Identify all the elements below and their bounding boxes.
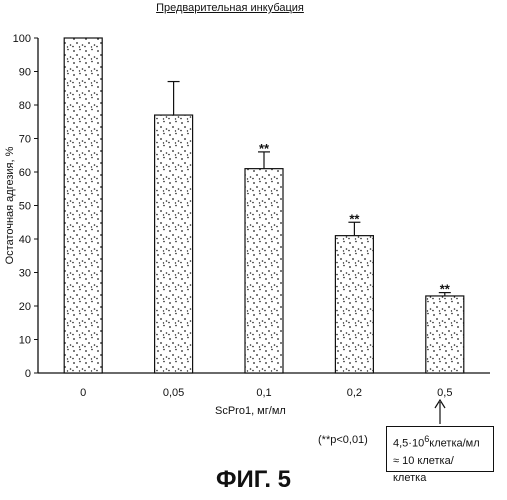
bar [64,38,102,373]
y-tick-label: 40 [19,234,31,246]
y-tick-label: 20 [19,301,31,313]
y-tick-label: 60 [19,167,31,179]
y-tick-label: 50 [19,201,31,213]
figure-caption: ФИГ. 5 [0,466,507,494]
y-tick-label: 90 [19,67,31,79]
x-tick-label: 0,2 [347,387,362,399]
note-line-1: 4,5·106клетка/мл [393,431,487,453]
significance-marker: ** [349,211,360,226]
pvalue-note: (**p<0,01) [318,434,368,446]
note-line-1-suffix: клетка/мл [429,438,479,450]
x-tick-label: 0,1 [256,387,271,399]
bar [426,296,464,373]
x-axis-label: ScPro1, мг/мл [215,405,286,417]
bar [155,115,193,373]
y-tick-label: 0 [25,368,31,380]
y-axis-label: Остаточная адгезия, % [4,146,16,264]
x-tick-label: 0,05 [163,387,184,399]
y-axis-title-group: Остаточная адгезия, % [4,146,16,264]
y-tick-label: 70 [19,134,31,146]
significance-marker: ** [259,141,270,156]
note-line-1-prefix: 4,5·10 [393,438,424,450]
x-tick-label: 0 [80,387,86,399]
arrow-to-note [435,400,445,424]
y-tick-label: 100 [13,33,31,45]
y-tick-label: 10 [19,335,31,347]
y-tick-label: 80 [19,100,31,112]
y-tick-label: 30 [19,268,31,280]
bar [245,169,283,373]
significance-marker: ** [440,282,451,297]
bars-group [64,38,464,373]
x-tick-label: 0,5 [437,387,452,399]
chart-title: Предварительная инкубация [130,2,330,14]
bar [335,236,373,373]
